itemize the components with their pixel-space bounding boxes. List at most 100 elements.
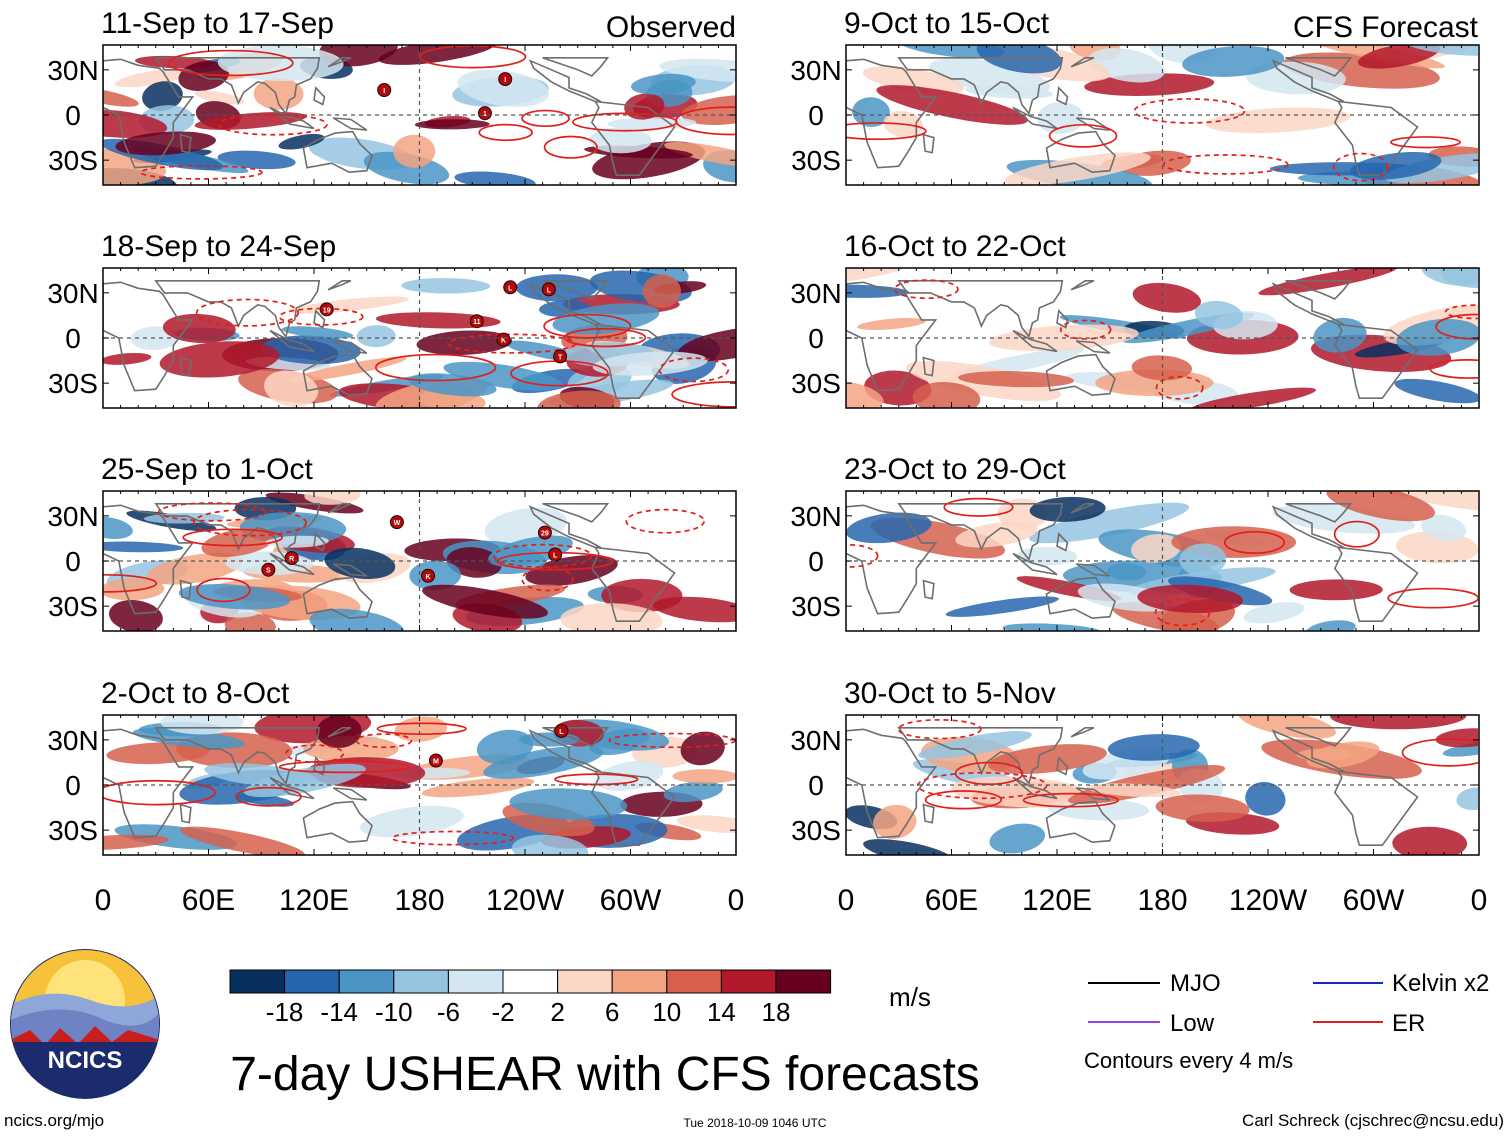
coastline (1285, 279, 1353, 300)
er-contour (192, 508, 307, 537)
site-url[interactable]: ncics.org/mjo (4, 1111, 104, 1130)
storm-marker: K (496, 332, 511, 347)
coastline (590, 100, 676, 176)
coastline (590, 770, 676, 847)
coastline (846, 504, 938, 615)
coastline (590, 546, 676, 623)
er-contour (658, 357, 730, 383)
storm-label: K (426, 574, 431, 581)
colorbar-swatch (393, 969, 449, 994)
observed-column-label: Observed (606, 11, 736, 44)
shear-field (846, 45, 1478, 185)
er-contour (103, 573, 158, 593)
storm-marker: L (541, 282, 556, 297)
er-contour (1332, 152, 1389, 182)
coastline (313, 86, 326, 106)
storm-label: 29 (541, 531, 549, 538)
x-tick-label: 0 (838, 884, 855, 917)
storm-label: I (383, 88, 385, 95)
y-tick-label: 30S (48, 368, 98, 399)
er-contour (376, 722, 467, 736)
coastline (332, 117, 368, 131)
panel-8: 30N 0 30S 30-Oct to 5-Nov (790, 677, 1480, 856)
coastline (302, 353, 373, 397)
er-contour (543, 135, 598, 159)
y-tick-label: 30S (791, 145, 841, 176)
x-tick-label: 0 (95, 884, 112, 917)
er-contour (521, 109, 570, 128)
legend-er-label: ER (1392, 1010, 1425, 1037)
er-contour (355, 733, 413, 749)
coastline (922, 803, 935, 824)
x-tick-label: 120E (279, 884, 349, 917)
x-tick-label: 60E (182, 884, 235, 917)
timestamp: Tue 2018-10-09 1046 UTC (684, 1116, 827, 1130)
storm-label: R (289, 556, 294, 563)
storm-marker: W (389, 515, 404, 530)
coastline (332, 563, 368, 577)
er-contour (846, 122, 927, 141)
x-tick-label: 60W (600, 884, 662, 917)
coastline (313, 532, 326, 552)
x-tick-label: 60E (925, 884, 978, 917)
er-contour (157, 502, 267, 522)
colorbar-swatch (611, 969, 668, 994)
colorbar-swatch (338, 969, 395, 994)
x-tick-label: 60W (1343, 884, 1405, 917)
wave-legend: MJO Kelvin x2 Low ER Contours every 4 m/… (1084, 970, 1489, 1073)
y-tick-label: 30N (47, 725, 98, 756)
legend-kelvin-label: Kelvin x2 (1392, 970, 1489, 997)
coastline (528, 282, 601, 326)
coastline (1271, 505, 1344, 549)
coastline (154, 726, 321, 786)
coastline (1285, 56, 1353, 77)
colorbar-swatch (502, 969, 559, 994)
colorbar-units: m/s (889, 982, 931, 1012)
colorbar-level: 6 (605, 997, 619, 1027)
panel-period-title: 2-Oct to 8-Oct (101, 677, 290, 710)
figure-title: 7-day USHEAR with CFS forecasts (230, 1048, 980, 1101)
colorbar-level: -14 (320, 997, 358, 1027)
coastline (313, 309, 326, 329)
er-contour (1162, 154, 1289, 175)
coastline (327, 502, 352, 514)
coastline (1285, 502, 1353, 523)
coastline (1056, 756, 1069, 776)
coastline (179, 803, 192, 824)
coastline (1070, 279, 1095, 291)
coastline (1285, 726, 1353, 747)
y-tick-label: 30N (790, 501, 841, 532)
y-tick-label: 30S (48, 145, 98, 176)
er-contour (943, 497, 1014, 517)
coastline (542, 56, 610, 77)
er-contour (571, 112, 678, 132)
er-contour (235, 786, 302, 807)
er-contour (218, 113, 328, 136)
coastline (1012, 329, 1058, 353)
coastline (922, 133, 935, 154)
colorbar-swatch (720, 969, 777, 994)
er-contour (1133, 98, 1246, 124)
coastline (1271, 729, 1344, 773)
storm-marker: 19 (319, 302, 334, 317)
contour-note: Contours every 4 m/s (1084, 1048, 1293, 1073)
coastline (897, 502, 1064, 562)
x-tick-label: 0 (1471, 884, 1488, 917)
legend-mjo-label: MJO (1170, 970, 1221, 997)
storm-marker: L (554, 723, 569, 738)
storm-marker: M (428, 753, 443, 768)
coastline (846, 58, 938, 169)
storm-label: M (433, 759, 439, 766)
coastline (1045, 576, 1116, 620)
er-contour (563, 327, 647, 348)
colorbar-level: -2 (491, 997, 514, 1027)
colorbar-level: 14 (707, 997, 736, 1027)
storm-label: L (547, 287, 552, 294)
x-tick-label: 120W (486, 884, 565, 917)
y-tick-label: 30N (47, 55, 98, 86)
panel-5: 30N 0 30S 9-Oct to 15-Oct (790, 7, 1480, 186)
panel-2: L T 19 L 11 K 30N 0 30S 18-Sep to 24-Sep (47, 230, 737, 409)
colorbar-level: -18 (266, 997, 304, 1027)
